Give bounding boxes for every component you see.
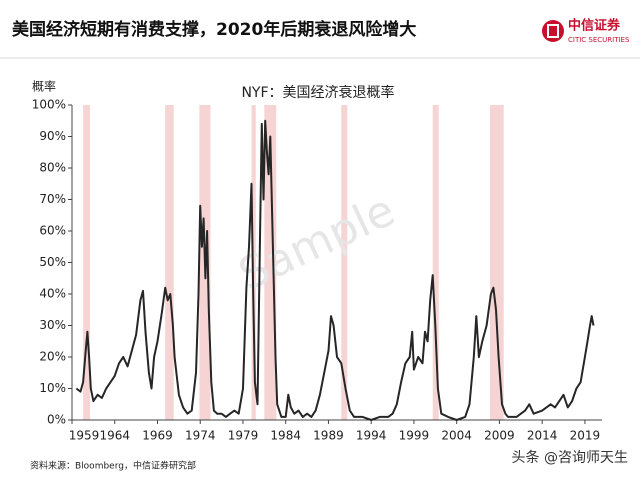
x-tick-label: 2014 <box>527 429 558 443</box>
y-tick-label: 90% <box>39 129 66 143</box>
source-note: 资料来源：Bloomberg，中信证券研究部 <box>30 460 196 472</box>
y-tick-label: 70% <box>39 192 66 206</box>
recession-band <box>490 105 504 420</box>
y-tick-label: 20% <box>39 350 66 364</box>
chart-title: NYF：美国经济衰退概率 <box>241 84 394 101</box>
y-tick-label: 80% <box>39 161 66 175</box>
x-tick-label: 2009 <box>484 429 515 443</box>
watermark: Sample <box>231 185 402 301</box>
y-tick-label: 50% <box>39 255 66 269</box>
y-tick-label: 100% <box>32 98 66 112</box>
y-tick-label: 30% <box>39 318 66 332</box>
x-tick-label: 2004 <box>441 429 472 443</box>
recession-band <box>341 105 348 420</box>
x-tick-label: 1979 <box>228 429 259 443</box>
x-tick-label: 1989 <box>313 429 344 443</box>
x-tick-label: 1984 <box>270 429 301 443</box>
x-tick-label: 1969 <box>142 429 173 443</box>
x-tick-label: 1999 <box>399 429 430 443</box>
y-tick-label: 10% <box>39 381 66 395</box>
x-tick-label: 1959 <box>69 429 100 443</box>
logo-text: 中信证券 <box>568 18 621 34</box>
footer-watermark: 头条 @咨询师天生 <box>512 449 628 466</box>
recession-band <box>83 105 90 420</box>
y-tick-label: 60% <box>39 224 66 238</box>
y-tick-label: 40% <box>39 287 66 301</box>
x-tick-label: 1964 <box>99 429 130 443</box>
recession-band <box>165 105 174 420</box>
y-axis-label: 概率 <box>32 79 56 94</box>
x-tick-label: 2019 <box>570 429 601 443</box>
y-tick-label: 0% <box>47 413 66 427</box>
x-tick-label: 1994 <box>356 429 387 443</box>
x-tick-label: 1974 <box>185 429 216 443</box>
logo-subtext: CITIC SECURITIES <box>568 36 630 44</box>
logo-icon-glyph <box>547 24 559 38</box>
page-title: 美国经济短期有消费支撑，2020年后期衰退风险增大 <box>12 19 416 40</box>
probability-line <box>75 119 595 421</box>
logo-icon <box>542 20 564 42</box>
recession-band <box>264 105 277 420</box>
recession-band <box>432 105 439 420</box>
